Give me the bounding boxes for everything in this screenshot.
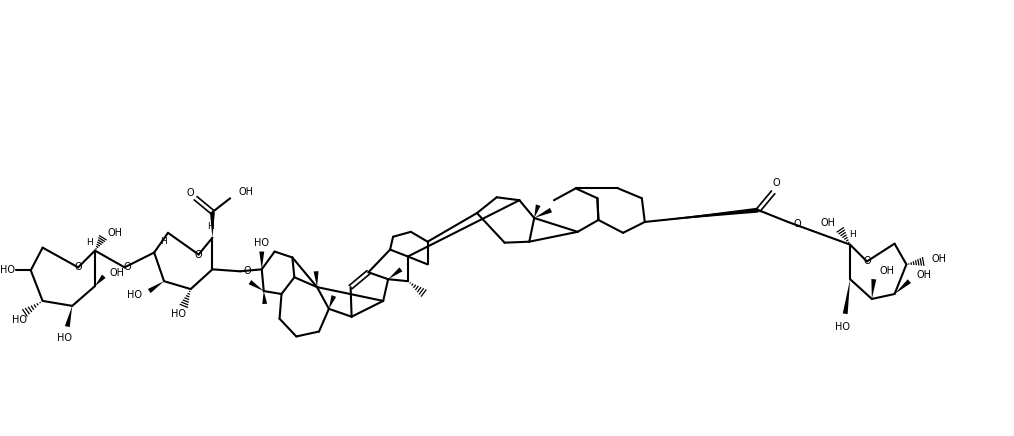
Text: HO: HO bbox=[0, 266, 15, 275]
Text: O: O bbox=[187, 188, 195, 198]
Text: O: O bbox=[74, 262, 82, 272]
Polygon shape bbox=[843, 279, 850, 314]
Polygon shape bbox=[871, 279, 876, 299]
Text: OH: OH bbox=[880, 266, 894, 276]
Text: O: O bbox=[794, 219, 802, 229]
Polygon shape bbox=[894, 279, 911, 294]
Text: HO: HO bbox=[835, 322, 850, 332]
Text: H: H bbox=[159, 237, 166, 246]
Polygon shape bbox=[65, 306, 72, 327]
Text: HO: HO bbox=[255, 238, 270, 248]
Text: HO: HO bbox=[128, 290, 142, 300]
Text: OH: OH bbox=[110, 268, 125, 278]
Text: OH: OH bbox=[931, 255, 946, 265]
Text: H: H bbox=[85, 238, 92, 247]
Polygon shape bbox=[534, 208, 552, 218]
Polygon shape bbox=[388, 267, 403, 279]
Text: OH: OH bbox=[238, 187, 254, 198]
Text: OH: OH bbox=[820, 218, 836, 228]
Text: H: H bbox=[849, 230, 856, 239]
Text: O: O bbox=[243, 266, 250, 276]
Text: O: O bbox=[863, 256, 871, 266]
Text: H: H bbox=[207, 222, 214, 232]
Text: O: O bbox=[773, 178, 780, 188]
Polygon shape bbox=[534, 204, 540, 218]
Polygon shape bbox=[260, 252, 265, 269]
Text: HO: HO bbox=[171, 309, 187, 319]
Text: O: O bbox=[124, 262, 132, 272]
Polygon shape bbox=[95, 275, 105, 286]
Polygon shape bbox=[263, 291, 268, 304]
Polygon shape bbox=[645, 208, 758, 222]
Polygon shape bbox=[313, 271, 318, 287]
Polygon shape bbox=[248, 280, 264, 291]
Text: HO: HO bbox=[12, 315, 27, 325]
Text: O: O bbox=[195, 249, 203, 259]
Polygon shape bbox=[210, 212, 215, 238]
Text: HO: HO bbox=[57, 334, 72, 344]
Polygon shape bbox=[148, 281, 164, 293]
Text: OH: OH bbox=[107, 228, 123, 238]
Text: OH: OH bbox=[917, 270, 931, 280]
Polygon shape bbox=[329, 295, 336, 309]
